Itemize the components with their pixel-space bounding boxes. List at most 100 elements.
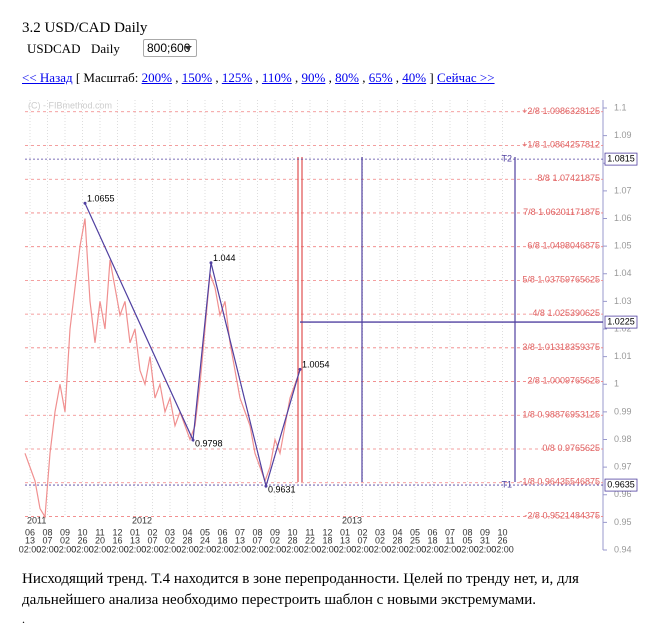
y-tick-label: 1.04 xyxy=(614,268,632,278)
fib-value: 0.98876953125 xyxy=(537,410,600,420)
x-month: 09 xyxy=(480,527,490,537)
target-name: T1 xyxy=(501,479,512,489)
x-day: 18 xyxy=(217,535,227,545)
fib-label: 3/8 1.01318359375 xyxy=(522,342,600,352)
x-month: 02 xyxy=(357,527,367,537)
symbol: USDCAD xyxy=(27,41,81,56)
pivot-label: 1.044 xyxy=(213,253,236,263)
x-day: 20 xyxy=(95,535,105,545)
y-tick-label: 1.06 xyxy=(614,213,632,223)
fib-label: +1/8 1.0864257812 xyxy=(522,140,600,150)
scale-link[interactable]: 125% xyxy=(221,70,253,85)
x-month: 05 xyxy=(200,527,210,537)
separator: , xyxy=(395,70,400,85)
x-day: 13 xyxy=(235,535,245,545)
nav-links: << Назад [ Масштаб: 200% , 150% , 125% ,… xyxy=(22,70,495,86)
back-link[interactable]: << Назад xyxy=(22,70,73,85)
x-day: 02 xyxy=(165,535,175,545)
x-month: 03 xyxy=(165,527,175,537)
pivot xyxy=(191,438,195,442)
separator: , xyxy=(328,70,332,85)
y-tick-label: 0.98 xyxy=(614,434,632,444)
x-month: 10 xyxy=(77,527,87,537)
fib-name: -2/8 xyxy=(524,511,540,521)
footer-mark: . xyxy=(22,612,25,626)
x-month: 06 xyxy=(427,527,437,537)
fib-value: 0.9765625 xyxy=(557,443,600,453)
pivot xyxy=(264,484,268,488)
x-time: 02:00 xyxy=(299,544,322,554)
fib-value: 0.9521484375 xyxy=(542,511,600,521)
x-time: 02:00 xyxy=(264,544,287,554)
scale-link[interactable]: 90% xyxy=(301,70,326,85)
x-time: 02:00 xyxy=(281,544,304,554)
page-title: 3.2 USD/CAD Daily xyxy=(22,20,148,36)
y-tick-label: 1.1 xyxy=(614,102,627,112)
x-month: 05 xyxy=(410,527,420,537)
fib-label: 0/8 0.9765625 xyxy=(542,443,600,453)
fib-name: +1/8 xyxy=(522,140,540,150)
x-time: 02:00 xyxy=(141,544,164,554)
scale-link[interactable]: 150% xyxy=(181,70,213,85)
fib-label: 4/8 1.025390625 xyxy=(532,308,600,318)
pivot-label: 1.0655 xyxy=(87,194,115,204)
pivot-label: 0.9631 xyxy=(268,485,296,495)
target-box xyxy=(604,478,638,492)
x-month: 01 xyxy=(130,527,140,537)
x-month: 09 xyxy=(60,527,70,537)
x-time: 02:00 xyxy=(229,544,252,554)
fib-value: 1.0864257812 xyxy=(542,140,600,150)
fib-label: 7/8 1.06201171875 xyxy=(523,207,600,217)
separator: , xyxy=(255,70,259,85)
level-value: 1.0225 xyxy=(607,316,635,326)
scale-link[interactable]: 40% xyxy=(402,70,427,85)
x-month: 03 xyxy=(375,527,385,537)
fib-name: +2/8 xyxy=(522,106,540,116)
timeframe: Daily xyxy=(91,41,120,56)
x-time: 02:00 xyxy=(404,544,427,554)
scale-link[interactable]: 200% xyxy=(141,70,172,85)
pivot xyxy=(209,261,213,265)
x-time: 02:00 xyxy=(316,544,339,554)
scale-link[interactable]: 65% xyxy=(368,70,393,85)
fib-name: 1/8 xyxy=(522,410,535,420)
x-year: 2011 xyxy=(27,515,46,525)
y-tick-label: 1.03 xyxy=(614,296,632,306)
x-month: 06 xyxy=(217,527,227,537)
y-tick-label: 0.99 xyxy=(614,406,632,416)
separator: , xyxy=(362,70,366,85)
x-day: 05 xyxy=(462,535,472,545)
x-day: 18 xyxy=(322,535,332,545)
y-tick-label: 0.96 xyxy=(614,489,632,499)
size-select[interactable]: 800;600 xyxy=(143,39,197,57)
x-day: 07 xyxy=(252,535,262,545)
x-time: 02:00 xyxy=(421,544,444,554)
x-time: 02:00 xyxy=(106,544,129,554)
scale-link[interactable]: 110% xyxy=(261,70,292,85)
x-time: 02:00 xyxy=(211,544,234,554)
x-day: 18 xyxy=(427,535,437,545)
target-value: 0.9635 xyxy=(607,479,635,489)
x-time: 02:00 xyxy=(54,544,77,554)
scale-label: [ Масштаб: xyxy=(75,70,139,85)
watermark: (C) - FIBmethod.com xyxy=(28,100,112,110)
y-tick-label: 0.94 xyxy=(614,544,632,554)
pivot-label: 1.0054 xyxy=(302,360,330,370)
x-month: 11 xyxy=(305,527,314,537)
x-time: 02:00 xyxy=(386,544,409,554)
scale-link[interactable]: 80% xyxy=(335,70,359,85)
y-tick-label: 1.05 xyxy=(614,241,632,251)
x-year: 2013 xyxy=(342,515,362,525)
x-month: 10 xyxy=(287,527,297,537)
y-tick-label: 1.07 xyxy=(614,185,632,195)
x-time: 02:00 xyxy=(124,544,147,554)
x-month: 07 xyxy=(235,527,245,537)
fib-label: 1/8 0.98876953125 xyxy=(522,410,600,420)
y-tick-label: 1.09 xyxy=(614,130,632,140)
x-month: 08 xyxy=(42,527,52,537)
x-day: 28 xyxy=(287,535,297,545)
now-link[interactable]: Сейчас >> xyxy=(436,70,495,85)
x-month: 02 xyxy=(147,527,157,537)
x-month: 04 xyxy=(182,527,192,537)
x-day: 02 xyxy=(375,535,385,545)
